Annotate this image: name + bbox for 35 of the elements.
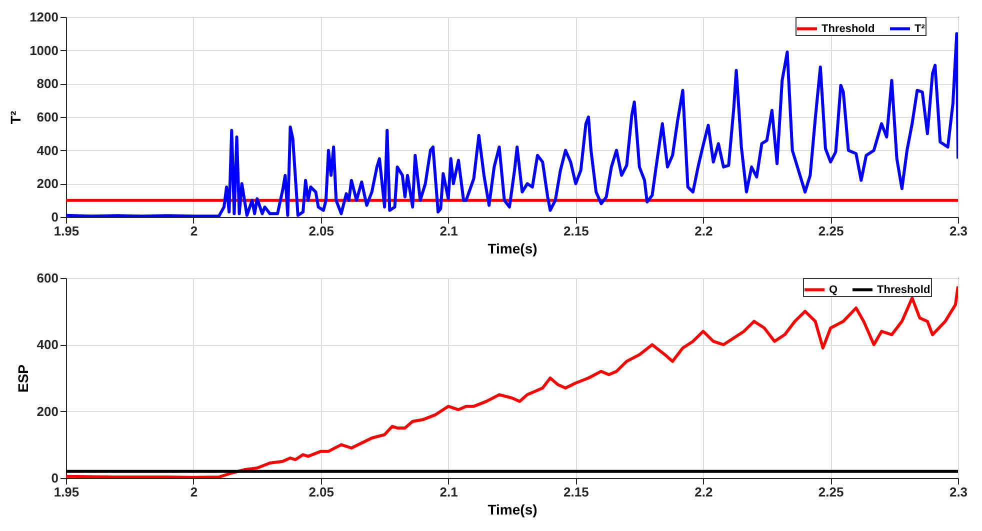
y-tick-label: 1200 [30,10,58,24]
legend-label: Threshold [822,22,875,35]
y-axis-title: T² [8,110,24,124]
x-tick-label: 2.1 [440,484,458,500]
y-tick-label: 600 [36,110,58,124]
x-tick-label: 2.05 [308,224,334,238]
x-tick-label: 1.95 [54,484,80,500]
legend-label: Q [829,284,838,296]
x-tick-label: 1.95 [54,224,80,238]
x-tick-label: 2.25 [818,224,844,238]
y-tick-label: 0 [51,470,58,486]
x-axis-title: Time(s) [488,240,538,256]
x-tick-label: 2.15 [564,224,589,238]
y-tick-label: 400 [36,142,58,158]
y-tick-label: 800 [36,76,58,92]
x-tick-label: 2.1 [440,224,458,238]
y-tick-label: 600 [36,270,58,286]
x-tick-label: 2 [190,224,198,238]
x-tick-label: 2.25 [818,484,844,500]
y-tick-label: 0 [51,210,58,224]
y-tick-label: 200 [36,176,58,192]
y-tick-label: 1000 [30,42,58,58]
legend-label: Threshold [877,284,930,296]
x-tick-label: 2.15 [564,484,589,500]
x-tick-label: 2.3 [949,484,968,500]
y-tick-label: 400 [36,337,58,352]
y-axis-title: ESP [14,364,31,393]
x-tick-label: 2 [190,484,198,500]
x-axis-title: Time(s) [488,502,538,518]
x-tick-label: 2.2 [694,484,713,500]
legend-label: T² [914,22,926,35]
x-tick-label: 2.2 [694,224,713,238]
x-tick-label: 2.05 [308,484,334,500]
x-tick-label: 2.3 [949,224,968,238]
y-tick-label: 200 [36,404,58,419]
